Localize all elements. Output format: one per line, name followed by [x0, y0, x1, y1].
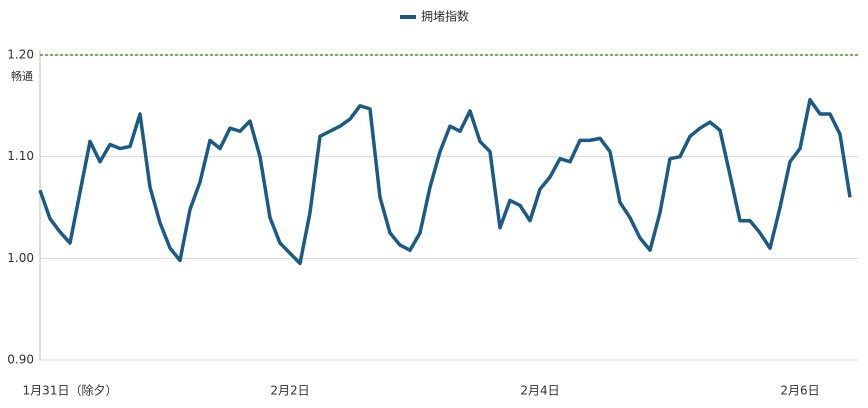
reference-label: 畅通	[11, 69, 33, 83]
x-tick-label: 2月2日	[270, 384, 309, 398]
y-tick-label: 1.10	[7, 149, 34, 163]
data-line	[38, 97, 852, 266]
x-tick-label: 2月6日	[780, 384, 819, 398]
y-tick-label: 0.90	[7, 353, 34, 367]
x-tick-label: 2月4日	[520, 384, 559, 398]
legend-label: 拥堵指数	[421, 9, 469, 24]
y-tick-label: 1.00	[7, 251, 34, 265]
x-tick-label: 1月31日（除夕）	[23, 383, 118, 398]
y-tick-label: 1.20	[7, 48, 34, 62]
